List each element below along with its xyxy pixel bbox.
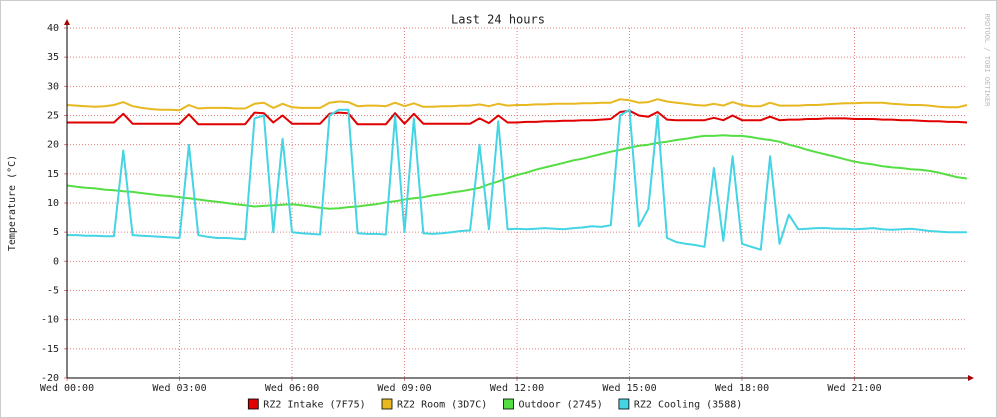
y-tick-label: 15: [47, 169, 59, 180]
y-tick-label: 0: [53, 256, 59, 267]
x-tick-label: Wed 03:00: [152, 383, 206, 394]
legend-swatch: [381, 398, 393, 410]
y-tick-label: 25: [47, 111, 59, 122]
watermark: RRDTOOL / TOBI OETIKER: [983, 14, 991, 108]
series-line: [66, 134, 968, 210]
y-tick-label: 35: [47, 52, 59, 63]
legend: RZ2 Intake (7F75) RZ2 Room (3D7C) Outdoor …: [247, 398, 742, 411]
y-tick-label: 10: [47, 198, 59, 209]
x-tick-label: Wed 18:00: [715, 383, 769, 394]
series-line: [67, 108, 967, 251]
x-tick-label: Wed 21:00: [827, 383, 881, 394]
y-axis-label: Temperature (°C): [7, 155, 18, 251]
y-tick-label: -20: [41, 373, 59, 384]
chart-title: Last 24 hours: [451, 13, 545, 27]
legend-swatch: [247, 398, 259, 410]
legend-label: RZ2 Cooling (3588): [634, 400, 742, 411]
legend-swatch: [503, 398, 514, 410]
y-tick-label: -5: [47, 286, 59, 297]
x-tick-label: Wed 00:00: [40, 383, 94, 394]
x-tick-label: Wed 09:00: [377, 383, 431, 394]
legend-label: Outdoor (2745): [519, 400, 603, 411]
series-line: [67, 109, 968, 126]
series-line: [66, 98, 968, 112]
legend-label: RZ2 Intake (7F75): [263, 400, 365, 411]
x-arrow: [968, 375, 974, 381]
x-tick-label: Wed 12:00: [490, 383, 544, 394]
y-tick-label: 30: [47, 81, 59, 92]
y-tick-label: -15: [41, 344, 59, 355]
plot: [66, 98, 968, 251]
legend-swatch: [618, 398, 630, 410]
y-tick-label: 40: [47, 23, 59, 34]
y-tick-label: 5: [53, 227, 59, 238]
x-tick-label: Wed 15:00: [602, 383, 656, 394]
y-tick-label: 20: [47, 140, 59, 151]
legend-label: RZ2 Room (3D7C): [397, 400, 487, 411]
x-tick-label: Wed 06:00: [265, 383, 319, 394]
axes: [64, 19, 974, 381]
y-tick-label: -10: [41, 315, 59, 326]
y-arrow: [64, 19, 70, 25]
